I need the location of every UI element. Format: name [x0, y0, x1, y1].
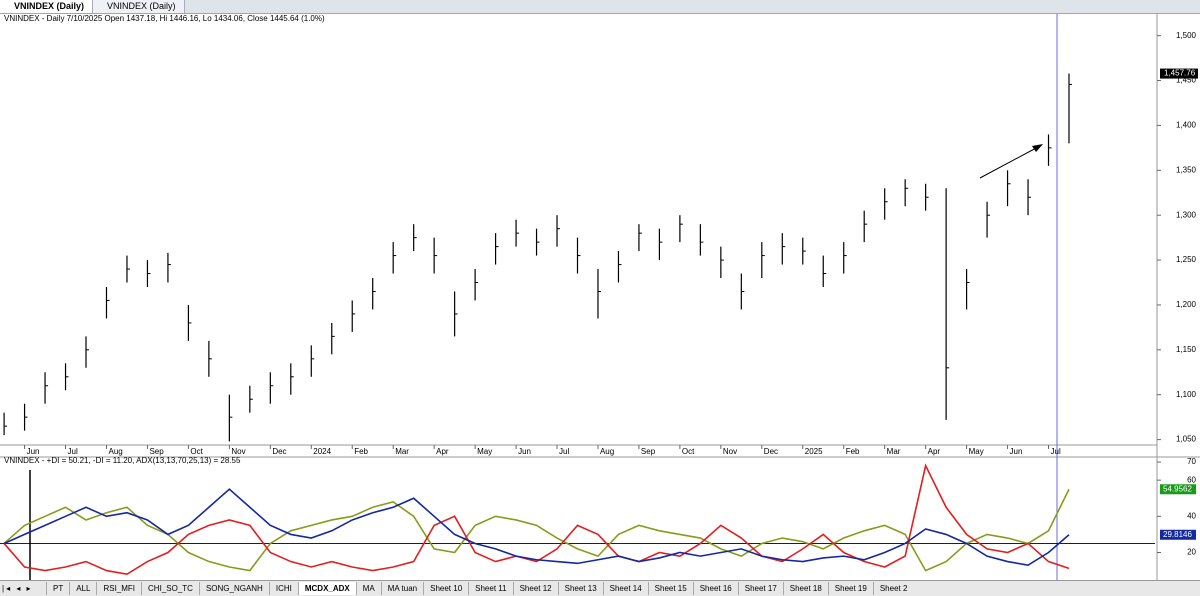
chart-title: VNINDEX - +DI = 50.21, -DI = 11.20, ADX(…: [4, 456, 241, 465]
y-tick-label: 20: [1187, 548, 1196, 557]
x-tick-label: Nov: [723, 447, 737, 456]
y-tick-label: 1,150: [1176, 345, 1197, 354]
y-tick-label: 1,300: [1176, 210, 1197, 219]
trend-arrow: [979, 146, 1039, 179]
x-tick-label: Mar: [887, 447, 901, 456]
charts: VNINDEX - Daily 7/10/2025 Open 1437.18, …: [0, 14, 1200, 580]
sheet-tab[interactable]: MCDX_ADX: [297, 582, 356, 595]
sheet-tab[interactable]: Sheet 13: [557, 582, 603, 595]
x-tick-label: 2024: [313, 447, 331, 456]
x-tick-label: Nov: [231, 447, 245, 456]
last-price-label: 1,457.76: [1164, 69, 1196, 78]
x-tick-label: Dec: [764, 447, 778, 456]
y-tick-label: 1,450: [1176, 76, 1197, 85]
chart-title: VNINDEX - Daily 7/10/2025 Open 1437.18, …: [4, 14, 325, 23]
indicator-line: [3, 463, 1070, 576]
x-tick-label: May: [477, 447, 492, 456]
y-tick-label: 40: [1187, 511, 1196, 520]
y-tick-label: 70: [1187, 457, 1196, 466]
indicator-line: [3, 488, 1070, 567]
x-tick-label: May: [969, 447, 984, 456]
x-tick-label: Dec: [272, 447, 286, 456]
x-tick-label: Aug: [108, 447, 122, 456]
y-tick-label: 1,400: [1176, 121, 1197, 130]
y-tick-label: 1,350: [1176, 165, 1197, 174]
x-tick-label: Feb: [846, 447, 860, 456]
value-tag-label: 54.9562: [1163, 484, 1192, 493]
sheet-tab[interactable]: ICHI: [268, 582, 298, 595]
sheet-tab[interactable]: Sheet 10: [423, 582, 468, 595]
y-tick-label: 1,500: [1176, 31, 1197, 40]
x-tick-label: Feb: [354, 447, 368, 456]
x-tick-label: Jun: [27, 447, 40, 456]
sheet-tab[interactable]: Sheet 15: [647, 582, 693, 595]
sheet-tab[interactable]: Sheet 18: [782, 582, 828, 595]
x-tick-label: Jun: [518, 447, 531, 456]
last-price-tag: [1160, 68, 1198, 79]
sheet-bar: |◂ ◂ ▸ ▸| PTALLRSI_MFICHI_SO_TCSONG_NGANH…: [0, 580, 1200, 596]
x-tick-label: Oct: [682, 447, 695, 456]
y-tick-label: 60: [1187, 475, 1196, 484]
value-tag-label: 29.8146: [1163, 530, 1192, 539]
chart-tab[interactable]: VNINDEX (Daily): [93, 0, 185, 13]
x-tick-label: Aug: [600, 447, 614, 456]
x-tick-label: Apr: [436, 447, 449, 456]
sheet-tab[interactable]: PT: [46, 582, 69, 595]
x-tick-label: Jul: [559, 447, 569, 456]
value-tag: [1160, 484, 1196, 495]
x-tick-label: Sep: [641, 447, 656, 456]
sheet-tab[interactable]: Sheet 16: [692, 582, 738, 595]
arrow-head: [1032, 144, 1043, 152]
x-tick-label: Oct: [190, 447, 203, 456]
x-tick-label: 2025: [805, 447, 823, 456]
background: [0, 14, 1200, 580]
x-tick-label: Jul: [1051, 447, 1061, 456]
x-tick-label: Mar: [395, 447, 409, 456]
x-tick-label: Jun: [1010, 447, 1023, 456]
sheet-tab[interactable]: CHI_SO_TC: [141, 582, 199, 595]
sheet-tab[interactable]: Sheet 19: [827, 582, 873, 595]
sheet-tab[interactable]: Sheet 2: [872, 582, 914, 595]
indicator-line: [3, 488, 1070, 572]
sheet-tab[interactable]: Sheet 17: [737, 582, 783, 595]
sheet-tab[interactable]: MA: [355, 582, 381, 595]
tab-bar: VNINDEX (Daily) VNINDEX (Daily): [0, 0, 1200, 14]
sheet-tab[interactable]: RSI_MFI: [96, 582, 141, 595]
y-tick-label: 1,100: [1176, 390, 1197, 399]
sheet-tab[interactable]: SONG_NGANH: [198, 582, 269, 595]
y-tick-label: 1,200: [1176, 300, 1197, 309]
x-tick-label: Sep: [149, 447, 164, 456]
value-tag: [1160, 529, 1196, 540]
x-tick-label: Apr: [928, 447, 941, 456]
chart-tab[interactable]: VNINDEX (Daily): [0, 0, 94, 13]
sheet-tab[interactable]: MA tuan: [380, 582, 423, 595]
sheet-tab[interactable]: Sheet 12: [512, 582, 558, 595]
y-tick-label: 1,250: [1176, 255, 1197, 264]
x-tick-label: Jul: [68, 447, 78, 456]
sheet-tab[interactable]: Sheet 11: [468, 582, 512, 595]
sheet-nav[interactable]: |◂ ◂ ▸ ▸|: [2, 584, 33, 593]
sheet-tab[interactable]: Sheet 14: [602, 582, 648, 595]
sheet-tab[interactable]: ALL: [69, 582, 96, 595]
y-tick-label: 1,050: [1176, 435, 1197, 444]
